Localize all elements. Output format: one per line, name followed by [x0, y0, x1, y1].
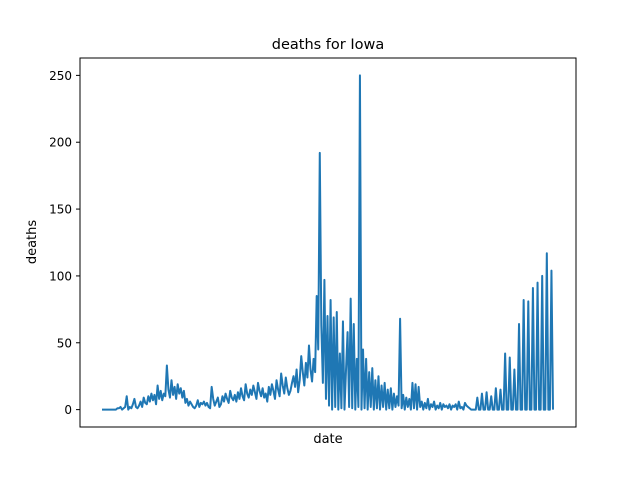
y-tick-label: 100 [49, 269, 72, 283]
chart-title: deaths for Iowa [272, 37, 385, 53]
x-axis-label: date [313, 432, 342, 447]
y-tick-label: 250 [49, 69, 72, 83]
plot-frame [79, 57, 577, 428]
y-tick-label: 50 [57, 336, 72, 350]
y-axis-label: deaths [25, 220, 40, 265]
series-line-0 [102, 74, 554, 411]
y-tick-label: 150 [49, 203, 72, 217]
y-tick-label: 200 [49, 136, 72, 150]
y-tick-label: 0 [64, 403, 72, 417]
y-axis-ticks: 0 50 100 150 200 250 [49, 69, 80, 417]
series-layer [102, 74, 554, 411]
